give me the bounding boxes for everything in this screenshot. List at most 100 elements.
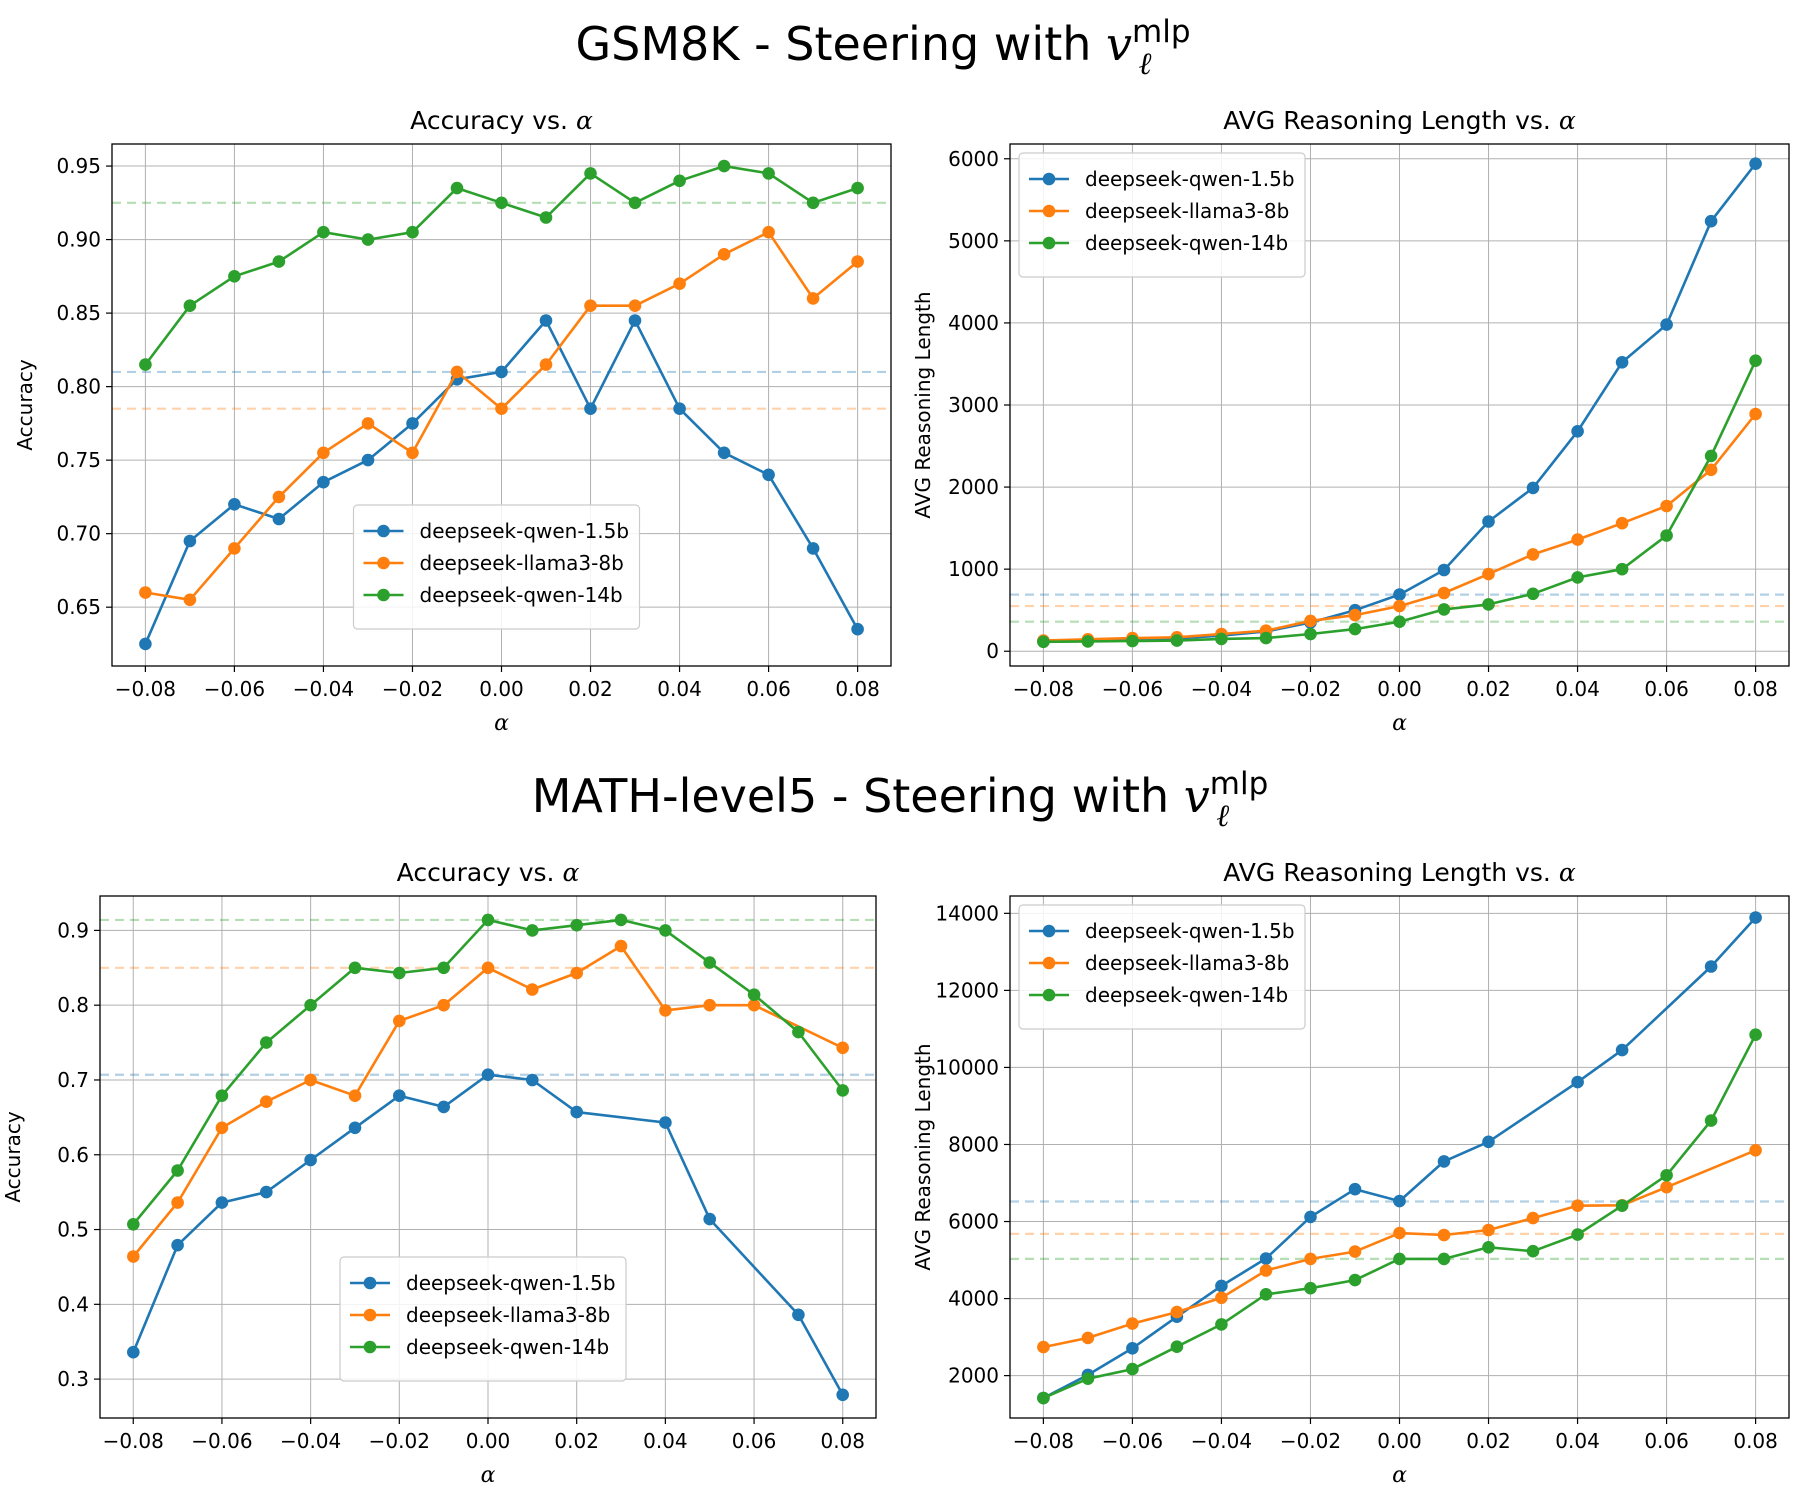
data-point	[171, 1164, 184, 1177]
legend-label: deepseek-qwen-14b	[420, 583, 623, 607]
data-point	[1615, 1043, 1629, 1057]
x-tick-label: −0.08	[1013, 677, 1074, 701]
data-point	[1749, 157, 1762, 170]
data-point	[1749, 354, 1762, 368]
data-point	[1393, 1194, 1406, 1208]
data-point	[539, 314, 553, 327]
data-point	[1304, 1210, 1317, 1224]
data-point	[584, 167, 597, 180]
data-point	[304, 1153, 317, 1167]
y-tick-label: 0.65	[56, 595, 101, 619]
data-point	[127, 1250, 140, 1263]
data-point	[139, 586, 152, 599]
data-point	[1259, 631, 1273, 645]
data-point	[348, 1121, 362, 1135]
chart-title: AVG Reasoning Length vs. α	[1223, 106, 1576, 135]
data-point	[1571, 425, 1584, 438]
data-point	[659, 924, 672, 937]
data-point	[139, 637, 152, 651]
x-tick-label: −0.06	[1102, 1429, 1163, 1453]
x-tick-label: −0.02	[1280, 677, 1341, 701]
legend-marker	[1042, 924, 1056, 938]
y-tick-label: 0.90	[56, 228, 101, 252]
data-point	[1081, 635, 1095, 648]
y-tick-label: 0.8	[57, 993, 89, 1017]
chart-gsm8k-reasoning-length: −0.08 −0.06 −0.04 −0.02 0.00 0.02 0.04 0.06 0.08…	[911, 106, 1790, 736]
data-point	[450, 365, 464, 379]
data-point	[304, 998, 317, 1012]
data-point	[584, 299, 597, 313]
data-point	[1660, 1180, 1673, 1194]
x-tick-label: −0.08	[115, 677, 176, 701]
data-point	[1660, 318, 1673, 331]
x-tick-label: −0.04	[280, 1429, 341, 1453]
data-point	[127, 1218, 140, 1231]
chart-title-var: α	[1559, 858, 1576, 887]
data-point	[1348, 1273, 1362, 1287]
legend-marker	[363, 1276, 377, 1290]
data-point	[348, 1089, 362, 1102]
legend-label: deepseek-qwen-1.5b	[406, 1271, 616, 1295]
suptitle-math: MATH-level5 - Steering with vmlp ℓ	[532, 766, 1269, 834]
data-point	[703, 956, 716, 969]
data-point	[628, 314, 642, 327]
data-point	[1482, 567, 1495, 581]
data-point	[1526, 587, 1540, 601]
data-point	[762, 167, 775, 180]
data-point	[406, 225, 419, 239]
x-axis-label: α	[1392, 711, 1407, 736]
data-point	[1037, 635, 1050, 649]
data-point	[406, 446, 419, 460]
data-point	[1482, 1241, 1495, 1254]
suptitle-math-text: MATH-level5 - Steering with	[532, 769, 1184, 823]
data-point	[1482, 1135, 1495, 1149]
data-point	[348, 961, 362, 975]
suptitle-gsm8k: GSM8K - Steering with vmlp ℓ	[575, 14, 1190, 82]
data-point	[361, 233, 375, 246]
x-tick-label: 0.00	[466, 1429, 511, 1453]
y-tick-label: 0.85	[56, 301, 101, 325]
suptitle-gsm8k-sub: ℓ	[1139, 46, 1152, 82]
data-point	[393, 1089, 406, 1102]
data-point	[1571, 571, 1584, 584]
x-tick-label: −0.02	[382, 677, 443, 701]
data-point	[272, 490, 286, 504]
suptitle-gsm8k-sup: mlp	[1132, 14, 1191, 50]
data-point	[1704, 463, 1718, 477]
data-point	[1126, 1342, 1139, 1355]
data-point	[836, 1041, 849, 1055]
legend: deepseek-qwen-1.5b deepseek-llama3-8b deep…	[352, 504, 641, 630]
x-tick-label: 0.08	[1733, 1429, 1778, 1453]
data-point	[183, 534, 197, 548]
data-point	[1393, 599, 1406, 613]
x-tick-label: 0.04	[1555, 677, 1600, 701]
x-tick-label: 0.04	[657, 677, 702, 701]
data-point	[1259, 1252, 1273, 1265]
data-point	[481, 913, 495, 927]
data-point	[1437, 1228, 1451, 1242]
data-point	[1615, 516, 1629, 530]
data-point	[260, 1095, 273, 1108]
y-axis-label: AVG Reasoning Length	[911, 1043, 935, 1270]
suptitle-math-var: v	[1184, 769, 1210, 823]
y-tick-label: 0.4	[57, 1292, 89, 1316]
data-point	[228, 542, 241, 555]
data-point	[317, 475, 330, 489]
y-tick-label: 0.7	[57, 1068, 89, 1092]
y-tick-label: 2000	[948, 1364, 999, 1388]
legend-marker	[377, 524, 390, 538]
data-point	[1393, 1226, 1406, 1240]
data-point	[1437, 1155, 1451, 1168]
data-point	[1660, 1169, 1673, 1182]
legend: deepseek-qwen-1.5b deepseek-llama3-8b deep…	[339, 1256, 627, 1382]
data-point	[762, 468, 775, 482]
data-point	[228, 270, 241, 283]
data-point	[1348, 1245, 1362, 1258]
data-point	[673, 174, 686, 188]
data-point	[1571, 1228, 1584, 1241]
legend-label: deepseek-llama3-8b	[1085, 199, 1289, 223]
data-point	[717, 446, 731, 460]
data-point	[526, 1073, 539, 1087]
legend-label: deepseek-llama3-8b	[1085, 951, 1289, 975]
